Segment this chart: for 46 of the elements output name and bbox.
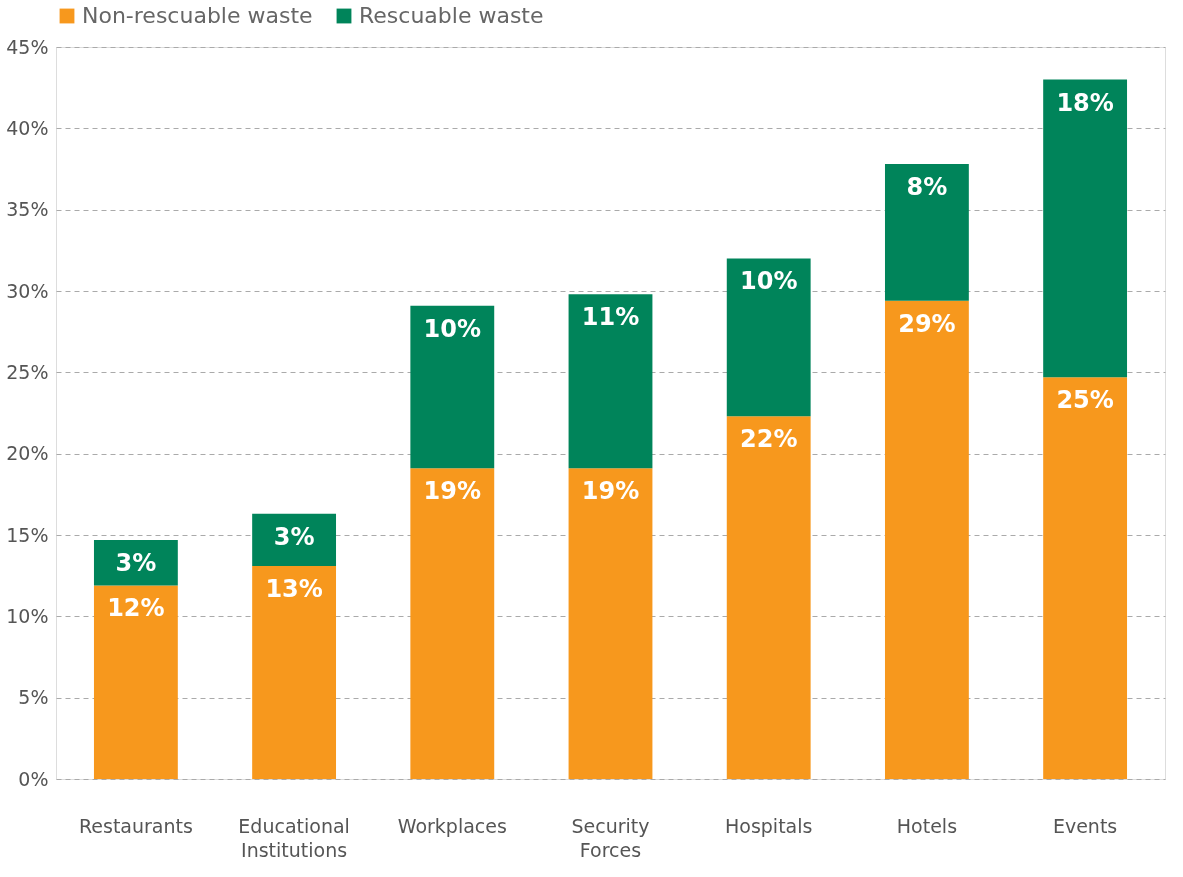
- data-label: 13%: [265, 574, 323, 603]
- data-label: 18%: [1056, 88, 1114, 117]
- x-tick-label: Workplaces: [397, 814, 507, 837]
- data-label: 10%: [423, 314, 482, 343]
- data-label: 19%: [581, 477, 640, 506]
- bar: [884, 164, 969, 301]
- data-label: 19%: [423, 477, 482, 506]
- y-tick-label: 15%: [6, 523, 49, 546]
- bar: [410, 468, 495, 779]
- data-label: 12%: [107, 594, 165, 623]
- data-label: 29%: [898, 309, 956, 338]
- x-tick-label: Hotels: [896, 814, 958, 837]
- bar: [410, 305, 495, 469]
- legend-label: Non-rescuable waste: [82, 3, 313, 28]
- bar: [568, 294, 653, 469]
- legend-label: Rescuable waste: [359, 3, 544, 28]
- y-tick-label: 30%: [6, 279, 49, 302]
- data-label: 3%: [273, 522, 315, 551]
- bar: [1043, 377, 1128, 779]
- bar: [93, 585, 178, 779]
- data-label: 11%: [581, 303, 640, 332]
- x-tick-label: Security Forces: [571, 814, 650, 861]
- bar: [726, 258, 811, 417]
- data-label: 22%: [739, 425, 798, 454]
- y-tick-label: 5%: [18, 686, 49, 709]
- y-tick-label: 0%: [18, 767, 49, 790]
- y-tick-label: 20%: [6, 442, 49, 465]
- data-label: 8%: [906, 173, 948, 202]
- y-tick-label: 35%: [6, 198, 49, 221]
- y-tick-label: 10%: [6, 604, 49, 627]
- y-tick-label: 45%: [6, 35, 49, 58]
- bar: [1043, 79, 1128, 378]
- data-label: 25%: [1056, 386, 1114, 415]
- y-tick-label: 25%: [6, 360, 49, 383]
- x-tick-label: Events: [1052, 814, 1118, 837]
- data-label: 3%: [115, 548, 157, 577]
- bar: [252, 513, 337, 566]
- x-tick-label: Educational Institutions: [238, 814, 350, 861]
- x-tick-label: Restaurants: [78, 814, 193, 837]
- bar: [252, 565, 337, 779]
- bar: [726, 416, 811, 779]
- data-label: 10%: [739, 267, 798, 296]
- x-tick-label: Hospitals: [724, 814, 813, 837]
- y-tick-label: 40%: [6, 116, 49, 139]
- bar: [884, 300, 969, 779]
- bar: [568, 468, 653, 779]
